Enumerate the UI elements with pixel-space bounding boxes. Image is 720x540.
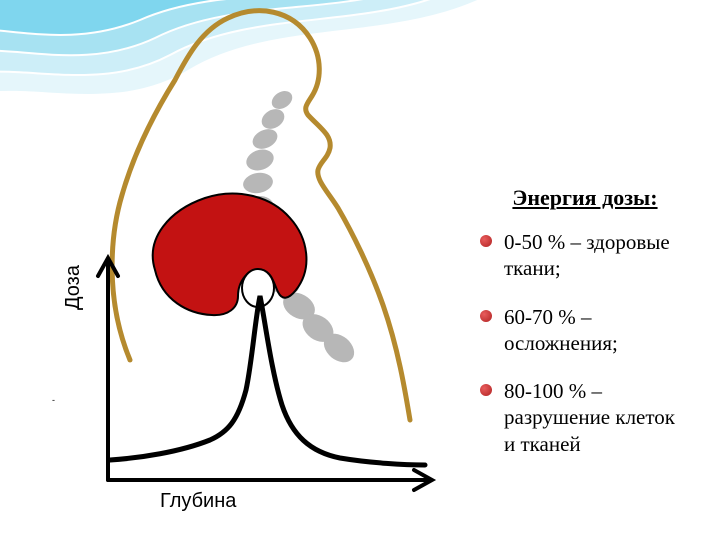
diagram-area xyxy=(60,0,460,540)
list-item: 80-100 % – разрушение клеток и тканей xyxy=(480,378,690,457)
bullet-list: 0-50 % – здоровые ткани; 60-70 % – ослож… xyxy=(480,229,690,457)
anatomy-chart-svg xyxy=(60,0,460,540)
dose-depth-curve xyxy=(110,296,425,465)
list-item: 60-70 % – осложнения; xyxy=(480,304,690,357)
x-axis-label: Глубина xyxy=(160,490,236,513)
tiny-mark: - xyxy=(52,395,55,405)
text-panel: Энергия дозы: 0-50 % – здоровые ткани; 6… xyxy=(480,185,690,479)
heading: Энергия дозы: xyxy=(480,185,690,211)
tumor-shape xyxy=(153,194,307,316)
y-axis-label: Доза xyxy=(62,265,85,310)
list-item: 0-50 % – здоровые ткани; xyxy=(480,229,690,282)
